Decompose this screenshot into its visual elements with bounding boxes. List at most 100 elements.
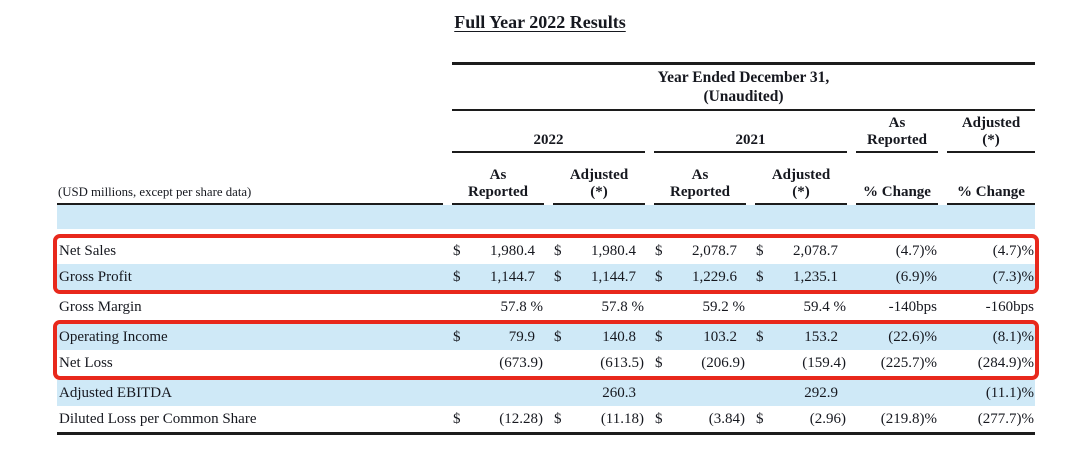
cell-value: 292.9 xyxy=(804,384,838,401)
cell-value: 1,980.4 xyxy=(490,242,535,259)
column-header-2021-as-reported: As Reported xyxy=(654,153,746,205)
table-row: Net Sales $1,980.4 $1,980.4 $2,078.7 $2,078.… xyxy=(57,238,1035,264)
cell-value: (12.28) xyxy=(499,410,543,427)
cell-value: (206.9) xyxy=(701,354,745,371)
currency-symbol: $ xyxy=(756,410,764,427)
money-cell: $79.9 xyxy=(452,329,544,346)
money-cell: $1,144.7 xyxy=(452,269,544,286)
cell-value: 57.8 % xyxy=(601,298,645,315)
cell-value: 1,144.7 xyxy=(591,268,636,285)
currency-symbol: $ xyxy=(453,410,461,427)
percent-cell: -160bps xyxy=(985,298,1034,315)
cell-value: (613.5) xyxy=(600,354,644,371)
column-header-2022-as-reported: As Reported xyxy=(452,153,544,205)
percent-cell: (7.3)% xyxy=(992,268,1034,285)
cell-value: 103.2 xyxy=(703,328,737,345)
money-cell: $ (12.28) xyxy=(452,411,544,428)
cell-value: 59.2 % xyxy=(702,298,746,315)
cell-value: 1,235.1 xyxy=(793,268,838,285)
percent-cell: (277.7)% xyxy=(977,410,1034,427)
cell-value: 79.9 xyxy=(508,328,535,345)
group-header-2021: 2021 xyxy=(654,111,847,153)
cell-value: 260.3 xyxy=(602,384,636,401)
percent-cell: (22.6)% xyxy=(888,328,937,345)
money-cell: $103.2 xyxy=(654,329,746,346)
cell-value: 140.8 xyxy=(602,328,636,345)
percent-cell: (4.7)% xyxy=(895,242,937,259)
cell-value: (2.96) xyxy=(809,410,846,427)
money-cell: $1,235.1 xyxy=(755,269,847,286)
caption-line1: Year Ended December 31, xyxy=(657,69,830,86)
currency-symbol: $ xyxy=(756,242,764,259)
table-row: Net Loss (673.9) (613.5) $ (206.9) (159.4) (22… xyxy=(57,350,1035,376)
group-header-as-reported-change: As Reported xyxy=(856,111,938,153)
row-label: Net Sales xyxy=(59,242,117,259)
money-cell: $140.8 xyxy=(553,329,645,346)
row-label: Diluted Loss per Common Share xyxy=(59,410,257,427)
percent-cell: (8.1)% xyxy=(992,328,1034,345)
currency-symbol: $ xyxy=(453,268,461,285)
money-cell: 57.8 % xyxy=(452,299,544,316)
percent-cell: -140bps xyxy=(888,298,937,315)
money-cell: $2,078.7 xyxy=(654,243,746,260)
cell-value: 2,078.7 xyxy=(692,242,737,259)
table-row: Adjusted EBITDA 260.3 292.9 (11.1)% xyxy=(57,380,1035,406)
percent-cell: (4.7)% xyxy=(992,242,1034,259)
money-cell: 59.4 % xyxy=(755,299,847,316)
money-cell: $ (2.96) xyxy=(755,411,847,428)
percent-cell: (11.1)% xyxy=(985,384,1034,401)
column-header-2021-adjusted: Adjusted (*) xyxy=(755,153,847,205)
caption-band: Year Ended December 31, (Unaudited) xyxy=(57,62,1035,111)
annotation-box-sales-profit: Net Sales $1,980.4 $1,980.4 $2,078.7 $2,078.… xyxy=(53,234,1039,294)
percent-cell: (219.8)% xyxy=(880,410,937,427)
percent-cell: (6.9)% xyxy=(895,268,937,285)
money-cell: 260.3 xyxy=(553,385,645,402)
table-row: Diluted Loss per Common Share $ (12.28) $ (1… xyxy=(57,406,1035,432)
cell-value: 2,078.7 xyxy=(793,242,838,259)
currency-symbol: $ xyxy=(554,268,562,285)
row-label: Net Loss xyxy=(59,354,113,371)
money-cell: (159.4) xyxy=(755,355,847,372)
money-cell: (613.5) xyxy=(553,355,645,372)
page-title: Full Year 2022 Results xyxy=(0,0,1080,33)
currency-symbol: $ xyxy=(554,410,562,427)
money-cell: 59.2 % xyxy=(654,299,746,316)
money-cell: $ (11.18) xyxy=(553,411,645,428)
money-cell: $1,229.6 xyxy=(654,269,746,286)
cell-value: (159.4) xyxy=(802,354,846,371)
table-bottom-rule xyxy=(57,432,1035,435)
row-label: Gross Margin xyxy=(59,298,142,315)
units-note: (USD millions, except per share data) xyxy=(57,153,443,205)
cell-value: (673.9) xyxy=(499,354,543,371)
cell-value: (11.18) xyxy=(600,410,644,427)
group-header-2022: 2022 xyxy=(452,111,645,153)
cell-value: 1,980.4 xyxy=(591,242,636,259)
percent-cell: (225.7)% xyxy=(880,354,937,371)
row-label: Gross Profit xyxy=(59,268,132,285)
money-cell: $1,980.4 xyxy=(452,243,544,260)
currency-symbol: $ xyxy=(655,354,663,371)
row-label: Operating Income xyxy=(59,328,168,345)
money-cell: 57.8 % xyxy=(553,299,645,316)
money-cell: $153.2 xyxy=(755,329,847,346)
table-row: Gross Profit $1,144.7 $1,144.7 $1,229.6 $1,2… xyxy=(57,264,1035,290)
money-cell: $ (3.84) xyxy=(654,411,746,428)
percent-cell: (284.9)% xyxy=(977,354,1034,371)
currency-symbol: $ xyxy=(756,328,764,345)
currency-symbol: $ xyxy=(655,410,663,427)
row-label: Adjusted EBITDA xyxy=(59,384,172,401)
money-cell: $1,980.4 xyxy=(553,243,645,260)
money-cell: $1,144.7 xyxy=(553,269,645,286)
group-header-adjusted-change: Adjusted (*) xyxy=(947,111,1035,153)
caption-line2: (Unaudited) xyxy=(703,88,784,105)
cell-value: 1,229.6 xyxy=(692,268,737,285)
table-row: Operating Income $79.9 $140.8 $103.2 $153.2(… xyxy=(57,324,1035,350)
currency-symbol: $ xyxy=(554,328,562,345)
currency-symbol: $ xyxy=(554,242,562,259)
table-row: Gross Margin 57.8 % 57.8 % 59.2 % 59.4 % -140… xyxy=(57,294,1035,320)
money-cell: $ (206.9) xyxy=(654,355,746,372)
cell-value: (3.84) xyxy=(708,410,745,427)
column-header-band: (USD millions, except per share data) As… xyxy=(57,153,1035,205)
money-cell: 292.9 xyxy=(755,385,847,402)
currency-symbol: $ xyxy=(453,242,461,259)
